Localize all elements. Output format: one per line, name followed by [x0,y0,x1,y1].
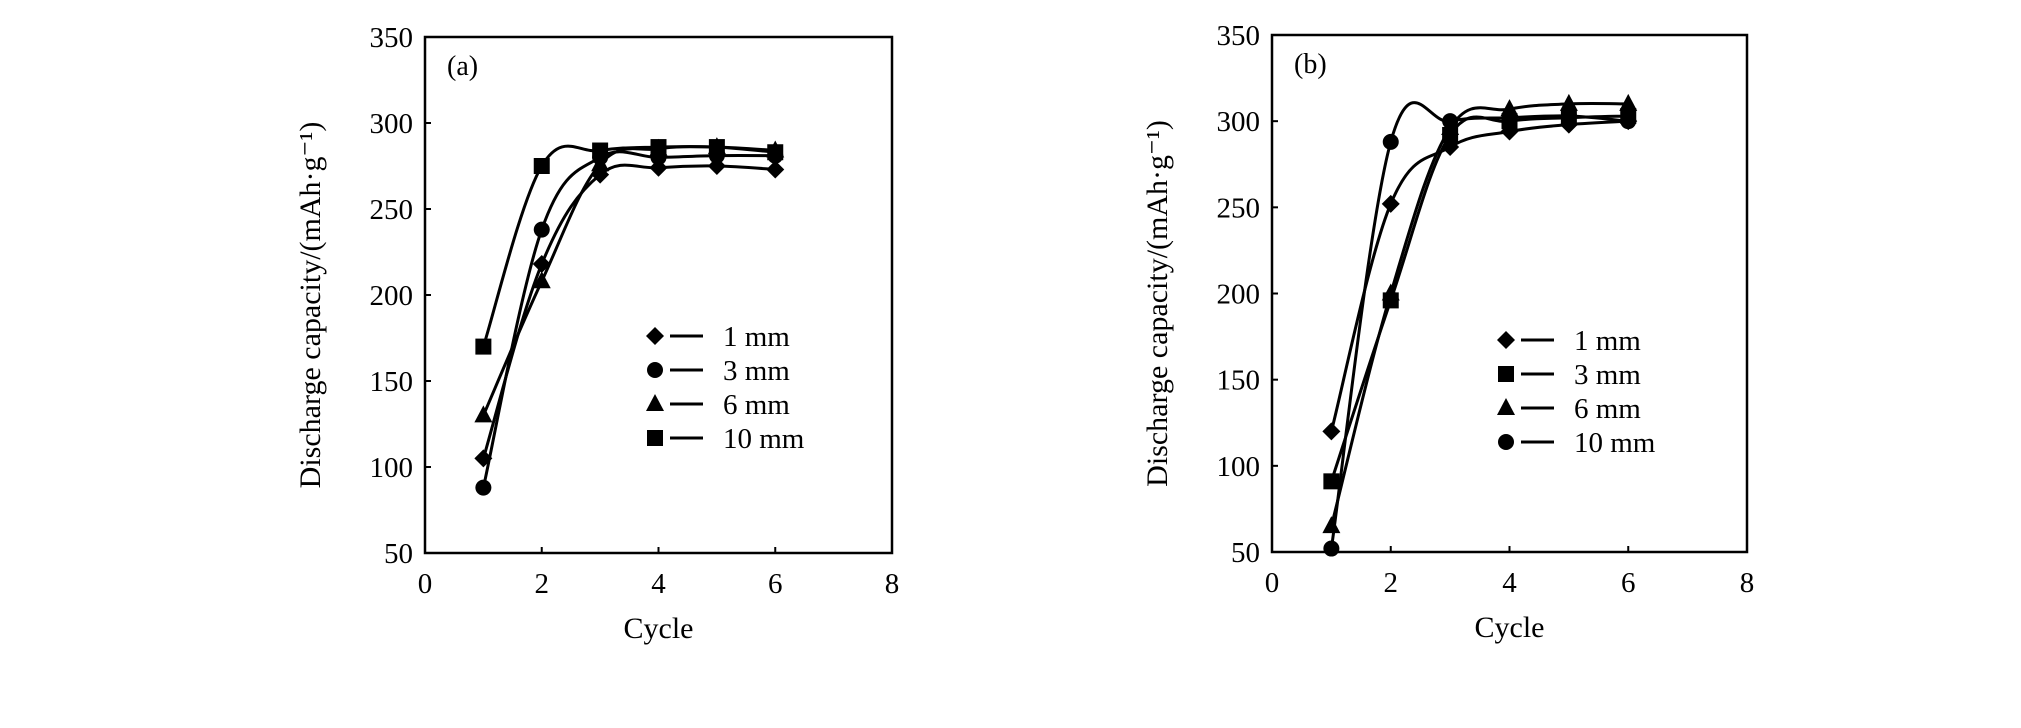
data-point-circle [1501,109,1518,126]
data-point-circle [1382,133,1399,150]
plot-frame [423,35,894,555]
data-point-circle [533,221,550,238]
data-point-square [650,139,667,156]
y-tick-label: 150 [370,366,414,398]
x-tick-label: 0 [1265,567,1280,599]
panel-label: (a) [447,51,478,82]
series-10mm [475,139,784,355]
x-tick-label: 8 [885,568,900,600]
data-point-triangle [1322,516,1341,534]
y-axis-label: Discharge capacity/(mAh·g⁻¹) [294,122,327,489]
series-6mm [1322,93,1638,534]
x-tick-label: 2 [1384,567,1399,599]
data-point-triangle [1559,93,1578,111]
x-tick-label: 6 [768,568,783,600]
legend-label: 6 mm [1574,393,1641,425]
y-tick-label: 100 [1217,451,1261,483]
series-10mm [1323,101,1637,557]
data-point-diamond [766,160,785,179]
y-tick-label: 350 [1217,20,1261,52]
x-tick-label: 2 [535,568,550,600]
y-tick-label: 300 [370,108,414,140]
y-tick-label: 200 [1217,279,1261,311]
x-tick-label: 6 [1621,567,1636,599]
legend-label: 6 mm [723,389,790,421]
data-point-triangle [591,154,610,172]
chart-panel-b: 0 2 4 6 8 50 100 150 200 250 300 350 Cycle Discharge … [1141,20,1754,644]
data-point-circle [1620,113,1637,130]
chart-panel-a: 0 2 4 6 8 50 100 150 200 250 300 350 Cycle Discharge … [294,22,899,645]
data-point-square [767,144,784,161]
legend-label: 3 mm [723,355,790,387]
legend-marker-circle [1498,434,1514,450]
panel-label: (b) [1294,49,1327,80]
data-point-triangle [532,271,551,289]
y-tick-label: 250 [370,194,414,226]
data-point-diamond [1381,194,1400,213]
y-tick-label: 50 [1231,537,1260,569]
y-tick-label: 100 [370,452,414,484]
x-tick-label: 0 [418,568,433,600]
legend-marker-diamond [1497,331,1515,349]
data-point-square [1323,473,1340,490]
data-point-square [708,139,725,156]
legend-marker-triangle [1497,398,1515,415]
x-tick-label: 8 [1740,567,1755,599]
x-axis-label: Cycle [1475,611,1545,644]
data-point-square [475,338,492,355]
legend-marker-circle [647,362,663,378]
legend-label: 1 mm [723,321,790,353]
legend-marker-triangle [646,394,664,411]
x-tick-label: 4 [651,568,666,600]
data-point-triangle [1619,93,1638,111]
legend-label: 10 mm [723,423,805,455]
data-point-triangle [1381,283,1400,301]
data-point-square [533,158,550,174]
legend-marker-diamond [646,327,664,345]
y-tick-label: 300 [1217,106,1261,138]
data-point-circle [1560,107,1577,124]
series-1mm [1322,112,1638,441]
y-tick-label: 200 [370,280,414,312]
y-tick-label: 350 [370,22,414,54]
data-point-circle [475,479,492,496]
legend-marker-square [647,430,663,446]
x-tick-label: 4 [1502,567,1517,599]
data-point-circle [1323,540,1340,557]
x-axis-label: Cycle [624,612,694,645]
series-line [1329,102,1629,527]
y-axis-label: Discharge capacity/(mAh·g⁻¹) [1141,120,1174,487]
data-point-diamond [1322,422,1341,441]
legend-marker-square [1498,366,1514,382]
y-tick-label: 50 [384,538,413,570]
legend-label: 3 mm [1574,359,1641,391]
y-tick-label: 150 [1217,365,1261,397]
legend-label: 1 mm [1574,325,1641,357]
y-tick-label: 250 [1217,192,1261,224]
data-point-triangle [474,405,493,423]
data-point-square [592,142,609,159]
legend-label: 10 mm [1574,427,1656,459]
data-point-circle [1442,113,1459,130]
